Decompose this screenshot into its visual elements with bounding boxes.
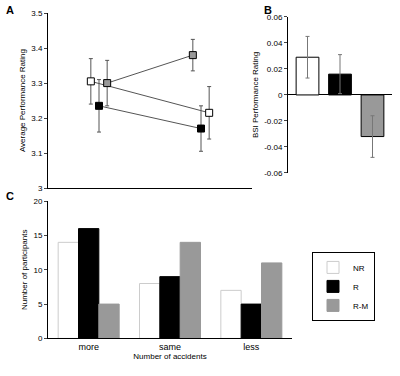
svg-text:3: 3: [38, 184, 43, 193]
svg-text:A: A: [6, 4, 14, 16]
svg-text:15: 15: [33, 231, 42, 240]
svg-text:-0.02: -0.02: [264, 117, 283, 126]
svg-text:3.4: 3.4: [31, 44, 43, 53]
svg-text:R-M: R-M: [353, 302, 368, 311]
svg-text:BSI Performance Rating: BSI Performance Rating: [251, 52, 260, 138]
svg-text:more: more: [78, 342, 99, 352]
svg-text:Number of accidents: Number of accidents: [133, 352, 206, 361]
svg-text:0: 0: [38, 334, 43, 343]
svg-text:5: 5: [38, 300, 43, 309]
svg-text:R: R: [353, 283, 359, 292]
svg-text:0.02: 0.02: [267, 65, 283, 74]
svg-text:0.04: 0.04: [267, 39, 283, 48]
svg-text:Average Performance Rating: Average Performance Rating: [18, 49, 27, 152]
svg-text:0.06: 0.06: [267, 13, 283, 22]
svg-text:C: C: [6, 190, 14, 202]
svg-text:3.2: 3.2: [31, 114, 43, 123]
svg-text:3.5: 3.5: [31, 9, 43, 18]
svg-text:3.1: 3.1: [31, 149, 43, 158]
svg-text:20: 20: [33, 197, 42, 206]
svg-text:B: B: [264, 4, 272, 16]
svg-text:-0.04: -0.04: [264, 143, 283, 152]
svg-text:0: 0: [278, 91, 283, 100]
svg-text:10: 10: [33, 266, 42, 275]
svg-text:Number of participants: Number of participants: [20, 230, 29, 310]
svg-text:NR: NR: [353, 264, 365, 273]
svg-text:3.3: 3.3: [31, 79, 43, 88]
svg-text:-0.06: -0.06: [264, 169, 283, 178]
svg-text:same: same: [159, 342, 181, 352]
svg-text:less: less: [243, 342, 260, 352]
